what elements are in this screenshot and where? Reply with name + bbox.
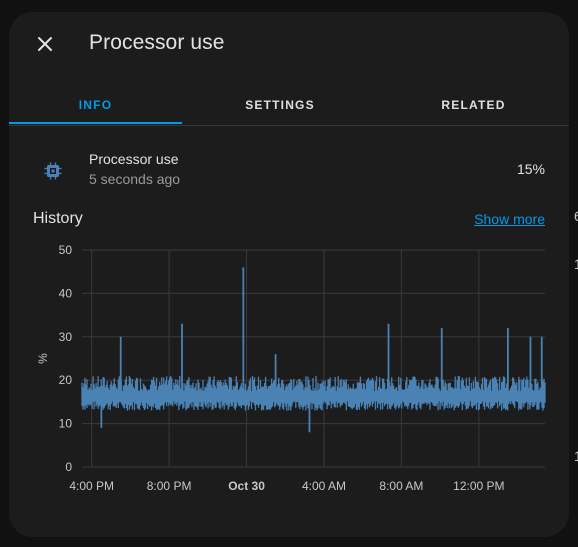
entity-state: 15% (516, 161, 545, 177)
x-tick-label: Oct 30 (228, 479, 265, 493)
show-more-link[interactable]: Show more (474, 211, 545, 227)
history-chart[interactable]: 0 10 20 30 40 50 4:00 PM 8:00 PM Oct 30 4:00 AM 8:… (9, 237, 569, 505)
y-tick-label: 10 (59, 417, 73, 431)
close-icon (38, 37, 52, 51)
y-tick-label: 30 (59, 330, 73, 344)
background-text: 1 (574, 448, 578, 464)
close-button[interactable] (30, 29, 60, 59)
history-chart-svg: 0 10 20 30 40 50 4:00 PM 8:00 PM Oct 30 4:00 AM 8:… (36, 243, 546, 493)
active-tab-indicator (9, 122, 182, 124)
y-tick-label: 50 (59, 243, 73, 257)
history-heading: History (33, 210, 83, 227)
series-line (81, 375, 546, 411)
y-axis-unit-label: % (36, 353, 50, 364)
tab-related[interactable]: RELATED (441, 98, 506, 112)
background-page-fragment: 6 1 1 (568, 0, 578, 547)
x-tick-label: 4:00 PM (69, 479, 114, 493)
y-tick-label: 0 (65, 460, 72, 474)
tab-info[interactable]: INFO (78, 98, 113, 112)
entity-last-changed: 5 seconds ago (89, 171, 181, 187)
y-tick-label: 40 (59, 286, 73, 300)
x-tick-label: 12:00 PM (453, 479, 504, 493)
tab-bar: INFO SETTINGS RELATED (9, 86, 569, 126)
background-text: 1 (574, 256, 578, 272)
dialog-header: Processor use (9, 12, 569, 76)
dialog-title: Processor use (89, 31, 225, 54)
x-tick-label: 8:00 PM (147, 479, 192, 493)
y-tick-label: 20 (59, 373, 73, 387)
cpu-icon (44, 162, 62, 180)
background-text: 6 (574, 208, 578, 224)
x-tick-label: 8:00 AM (379, 479, 423, 493)
tab-settings[interactable]: SETTINGS (245, 98, 315, 112)
more-info-dialog: Processor use INFO SETTINGS RELATED Proc… (9, 12, 569, 537)
entity-name: Processor use (89, 151, 179, 167)
entity-row[interactable]: Processor use 5 seconds ago 15% (9, 142, 569, 194)
x-tick-label: 4:00 AM (302, 479, 346, 493)
